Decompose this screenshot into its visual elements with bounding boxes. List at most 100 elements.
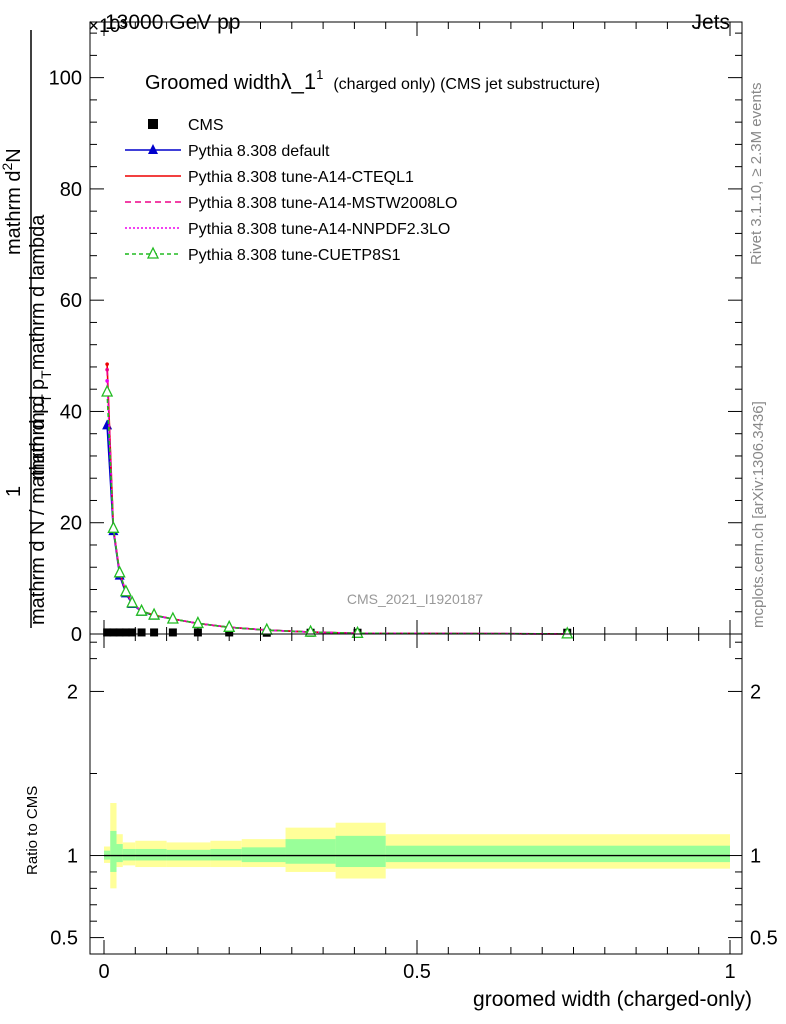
legend-marker	[148, 144, 158, 154]
main-ytick-label: 80	[60, 179, 82, 201]
ratio-ytick-label: 1	[67, 846, 78, 868]
ylabel-numer-group: mathrm d2N	[0, 148, 25, 255]
mcplots-label: mcplots.cern.ch [arXiv:1306.3436]	[750, 401, 767, 628]
ylabel-denom-tail: mathrm d lambda	[27, 214, 49, 370]
data-point	[148, 607, 161, 620]
ratio-ytick-label: 0.5	[50, 928, 78, 950]
ylabel-numer-sup: 2	[0, 163, 15, 171]
data-point	[103, 628, 112, 637]
ylabel-denom-sub: T	[38, 370, 54, 379]
ratio-ylabel: Ratio to CMS	[24, 786, 41, 875]
legend-item: Pythia 8.308 default	[125, 143, 330, 160]
ratio-band-inner	[116, 844, 123, 863]
legend-item: Pythia 8.308 tune-A14-NNPDF2.3LO	[125, 221, 450, 238]
ylabel-one: 1	[3, 486, 25, 497]
ratio-ytick-label-right: 0.5	[750, 928, 778, 950]
series-3	[105, 367, 570, 636]
main-ytick-label: 60	[60, 290, 82, 312]
data-point	[113, 565, 126, 578]
plot-title: Groomed widthλ_11 (charged only) (CMS jet…	[145, 67, 600, 94]
ratio-frame	[89, 633, 743, 955]
ratio-ytick-label: 2	[67, 681, 78, 703]
data-point	[135, 603, 148, 616]
legend-label: Pythia 8.308 tune-A14-CTEQL1	[188, 169, 414, 186]
ratio-bands	[104, 803, 730, 889]
xaxis-label: groomed width (charged-only)	[473, 988, 752, 1011]
plot-title-sup: 1	[316, 67, 323, 82]
plot-title-text: Groomed width	[145, 72, 281, 94]
main-series	[101, 362, 574, 639]
ratio-band-inner	[385, 845, 730, 863]
series-line	[106, 369, 568, 635]
legend-item: CMS	[148, 117, 224, 134]
ratio-ytick-label-right: 1	[750, 846, 761, 868]
data-point	[191, 615, 204, 629]
ylabel-denom-text: mathrm d p	[27, 379, 49, 480]
main-ytick-label: 40	[60, 401, 82, 423]
series-line	[106, 391, 568, 635]
legend-marker	[146, 246, 160, 259]
legend-item: Pythia 8.308 tune-A14-MSTW2008LO	[125, 195, 457, 212]
ylabel-bottom-text: mathrm d N / mathrm d p	[27, 403, 49, 625]
ylabel-numer-tail: N	[3, 148, 25, 162]
xtick-label: 1	[724, 961, 735, 983]
series-line	[106, 380, 568, 635]
ylabel-bottom-group: mathrm d N / mathrm d pT	[27, 394, 54, 625]
plot-title-suffix: (charged only) (CMS jet substructure)	[333, 76, 600, 93]
data-point	[168, 628, 177, 637]
data-point	[109, 628, 118, 637]
main-panel: 0 20 40 60 80 100 Groomed widthλ_11 (charged o…	[49, 21, 743, 646]
data-point	[105, 379, 109, 383]
ratio-band-inner	[122, 848, 136, 861]
analysis-id: CMS_2021_I1920187	[347, 591, 483, 607]
legend-item: Pythia 8.308 tune-CUETP8S1	[125, 246, 401, 264]
ylabel-bottom-sub: T	[38, 394, 54, 403]
data-point	[137, 628, 146, 637]
data-point	[102, 419, 113, 430]
main-axis-ticks: 0 20 40 60 80 100	[49, 22, 742, 646]
data-point	[101, 384, 114, 397]
xtick-label: 0.5	[403, 961, 431, 983]
ratio-band-inner	[135, 848, 167, 861]
ylabel-denom-group: mathrm d pTmathrm d lambda	[27, 214, 54, 480]
legend: CMS Pythia 8.308 default Pythia 8.308 tune…	[125, 117, 457, 264]
data-point	[107, 520, 120, 533]
rivet-label: Rivet 3.1.10, ≥ 2.3M events	[748, 83, 765, 266]
series-4	[105, 379, 570, 636]
legend-label: Pythia 8.308 default	[188, 143, 330, 160]
ratio-ytick-label-right: 2	[750, 681, 761, 703]
ylabel-numer-text: mathrm d	[3, 171, 25, 255]
plot-title-symbol: λ_1	[281, 69, 316, 94]
ratio-band-inner	[210, 848, 242, 861]
legend-label: Pythia 8.308 tune-A14-MSTW2008LO	[188, 195, 457, 212]
data-point	[166, 611, 179, 624]
ratio-band-inner	[241, 847, 286, 863]
legend-label: Pythia 8.308 tune-A14-NNPDF2.3LO	[188, 221, 450, 238]
data-point	[561, 626, 574, 639]
series-5	[101, 384, 574, 639]
data-point	[223, 619, 236, 632]
ratio-band-inner	[110, 830, 117, 872]
main-ylabel: 1 mathrm d N / mathrm d pT mathrm d2N ma…	[0, 30, 54, 628]
series-line	[106, 425, 568, 635]
legend-marker	[148, 119, 158, 129]
data-point	[121, 628, 130, 637]
data-point	[225, 628, 234, 637]
data-point	[119, 584, 132, 597]
legend-label: Pythia 8.308 tune-CUETP8S1	[188, 247, 401, 264]
data-point	[351, 625, 364, 638]
scale-exponent-label: ×10³	[88, 16, 127, 37]
data-point	[128, 628, 137, 637]
data-point	[126, 595, 139, 608]
series-2	[105, 362, 570, 636]
ratio-axis-ticks: 0.5 0.5 1 1 2 2 0 0.5 1	[50, 634, 778, 983]
xtick-label: 0	[98, 961, 109, 983]
legend-item: Pythia 8.308 tune-A14-CTEQL1	[125, 169, 414, 186]
main-ytick-label: 100	[49, 68, 82, 90]
ratio-band-inner	[285, 839, 336, 864]
data-point	[193, 628, 202, 637]
ratio-panel: 0.5 0.5 1 1 2 2 0 0.5 1 Ratio to CMS groomed wid…	[24, 633, 778, 1011]
ratio-band-inner	[335, 835, 386, 868]
main-frame	[89, 21, 743, 635]
data-point	[105, 367, 109, 372]
